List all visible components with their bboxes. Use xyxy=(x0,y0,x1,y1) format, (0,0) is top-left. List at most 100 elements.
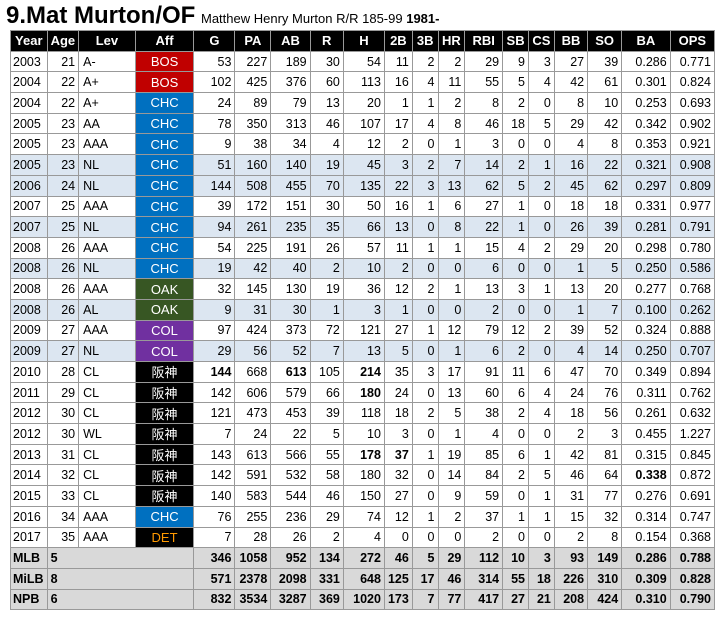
cell-bb: 1 xyxy=(553,257,589,280)
cell-h: 13 xyxy=(342,340,385,362)
cell-2b: 13 xyxy=(383,216,413,238)
totals-cell-bb: 93 xyxy=(553,547,589,569)
cell-h: 214 xyxy=(342,361,385,383)
cell-ab: 579 xyxy=(270,381,311,404)
cell-r: 60 xyxy=(309,71,344,94)
totals-cell-hr: 29 xyxy=(437,547,466,569)
cell-bb: 27 xyxy=(553,50,589,73)
column-header-ba: BA xyxy=(621,30,671,52)
totals-cell-sb: 27 xyxy=(502,588,529,611)
cell-lev: NL xyxy=(78,174,136,197)
team-badge: 阪神 xyxy=(134,464,195,487)
cell-ba: 0.321 xyxy=(621,154,671,176)
table-body: 2003 21 A- BOS 53 227 189 30 54 11 2 2 29 9 3 27 39 0.286… xyxy=(10,50,715,611)
cell-hr: 1 xyxy=(437,340,466,362)
totals-cell-sb: 10 xyxy=(502,547,529,569)
totals-cell-hr: 77 xyxy=(437,588,466,611)
cell-h: 10 xyxy=(342,257,385,280)
cell-so: 22 xyxy=(587,154,623,176)
cell-cs: 1 xyxy=(528,443,555,466)
cell-ops: 0.894 xyxy=(669,361,715,383)
cell-r: 7 xyxy=(309,340,344,362)
cell-ba: 0.250 xyxy=(621,257,671,280)
cell-2b: 32 xyxy=(383,464,413,487)
cell-g: 143 xyxy=(193,443,236,466)
cell-pa: 473 xyxy=(234,402,272,425)
totals-cell-h: 272 xyxy=(342,547,385,569)
column-header-hr: HR xyxy=(437,30,466,52)
cell-hr: 5 xyxy=(437,402,466,425)
cell-pa: 668 xyxy=(234,361,272,383)
cell-hr: 9 xyxy=(437,485,466,507)
cell-pa: 508 xyxy=(234,174,272,197)
cell-ba: 0.281 xyxy=(621,216,671,238)
cell-cs: 1 xyxy=(528,154,555,176)
cell-h: 74 xyxy=(342,505,385,528)
cell-ops: 0.780 xyxy=(669,236,715,259)
page-title: 9.Mat Murton/OF xyxy=(6,2,196,29)
cell-sb: 12 xyxy=(502,319,529,342)
column-header-h: H xyxy=(342,30,385,52)
cell-g: 144 xyxy=(193,174,236,197)
cell-r: 4 xyxy=(309,133,344,156)
cell-3b: 0 xyxy=(411,257,439,280)
player-bio: Matthew Henry Murton R/R 185-99 xyxy=(201,11,403,26)
table-row: 2007 25 NL CHC 94 261 235 35 66 13 0 8 22 1 0 26 39 0.281… xyxy=(10,216,715,238)
cell-ab: 191 xyxy=(270,236,311,259)
cell-year: 2005 xyxy=(10,154,48,176)
cell-ab: 236 xyxy=(270,505,311,528)
table-row: 2012 30 CL 阪神 121 473 453 39 118 18 2 5 38 2 4 18 56 0.26… xyxy=(10,402,715,425)
cell-rbi: 29 xyxy=(464,50,504,73)
cell-sb: 6 xyxy=(502,381,529,404)
team-badge: CHC xyxy=(134,236,195,259)
column-header-so: SO xyxy=(587,30,623,52)
cell-sb: 1 xyxy=(502,195,529,218)
cell-pa: 255 xyxy=(234,505,272,528)
cell-hr: 0 xyxy=(437,257,466,280)
cell-rbi: 38 xyxy=(464,402,504,425)
cell-lev: AL xyxy=(78,298,136,321)
cell-h: 4 xyxy=(342,526,385,549)
cell-year: 2008 xyxy=(10,298,48,321)
totals-cell-sb: 55 xyxy=(502,567,529,590)
cell-h: 180 xyxy=(342,381,385,404)
cell-ba: 0.261 xyxy=(621,402,671,425)
table-row: 2008 26 AAA CHC 54 225 191 26 57 11 1 1 15 4 2 29 20 0.29… xyxy=(10,236,715,259)
cell-ba: 0.253 xyxy=(621,92,671,114)
cell-cs: 3 xyxy=(528,50,555,73)
cell-hr: 0 xyxy=(437,526,466,549)
totals-cell-ops: 0.790 xyxy=(669,588,715,611)
cell-ab: 453 xyxy=(270,402,311,425)
cell-sb: 11 xyxy=(502,361,529,383)
cell-ab: 532 xyxy=(270,464,311,487)
column-header-bb: BB xyxy=(553,30,589,52)
cell-lev: AAA xyxy=(78,195,136,218)
totals-cell-pa: 3534 xyxy=(234,588,272,611)
cell-age: 28 xyxy=(46,361,80,383)
cell-year: 2012 xyxy=(10,423,48,445)
cell-year: 2009 xyxy=(10,340,48,362)
totals-label: NPB xyxy=(10,588,48,611)
cell-2b: 22 xyxy=(383,174,413,197)
team-badge: OAK xyxy=(134,298,195,321)
cell-sb: 0 xyxy=(502,526,529,549)
cell-year: 2010 xyxy=(10,361,48,383)
cell-r: 66 xyxy=(309,381,344,404)
cell-so: 76 xyxy=(587,381,623,404)
totals-cell-so: 310 xyxy=(587,567,623,590)
cell-ab: 151 xyxy=(270,195,311,218)
cell-hr: 12 xyxy=(437,319,466,342)
cell-ab: 373 xyxy=(270,319,311,342)
cell-rbi: 79 xyxy=(464,319,504,342)
cell-pa: 613 xyxy=(234,443,272,466)
cell-hr: 2 xyxy=(437,92,466,114)
cell-sb: 1 xyxy=(502,216,529,238)
cell-year: 2017 xyxy=(10,526,48,549)
cell-hr: 1 xyxy=(437,423,466,445)
totals-cell-g: 571 xyxy=(193,567,236,590)
cell-lev: AAA xyxy=(78,133,136,156)
cell-bb: 24 xyxy=(553,381,589,404)
cell-3b: 0 xyxy=(411,133,439,156)
cell-r: 105 xyxy=(309,361,344,383)
cell-age: 25 xyxy=(46,195,80,218)
